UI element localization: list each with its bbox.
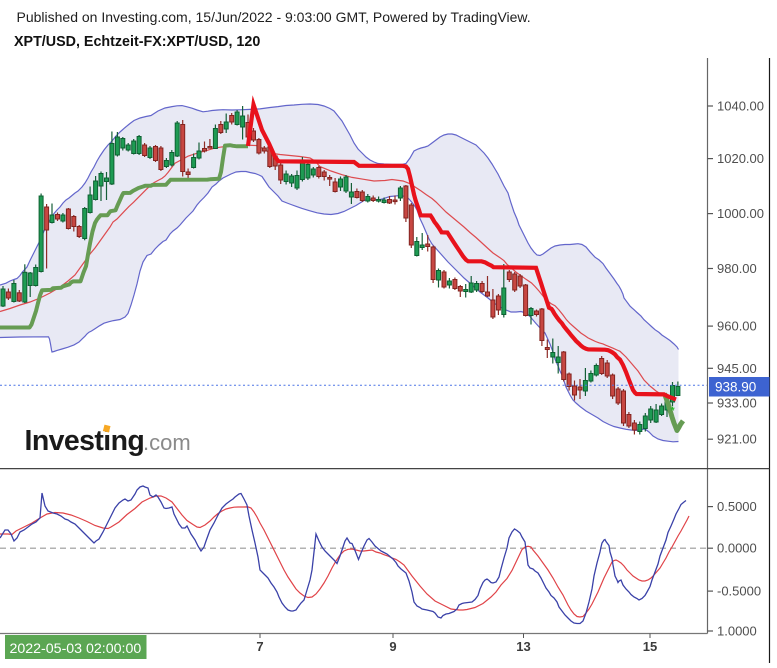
- svg-text:945.00: 945.00: [717, 361, 757, 376]
- svg-text:-0.5000: -0.5000: [717, 584, 761, 599]
- svg-text:7: 7: [256, 639, 263, 654]
- svg-text:1.0000: 1.0000: [717, 624, 757, 639]
- svg-text:960.00: 960.00: [717, 319, 757, 334]
- svg-text:1040.00: 1040.00: [717, 99, 764, 114]
- svg-text:Published on Investing.com, 15: Published on Investing.com, 15/Jun/2022 …: [17, 9, 531, 25]
- svg-text:0.0000: 0.0000: [717, 541, 757, 556]
- svg-text:1000.00: 1000.00: [717, 206, 764, 221]
- svg-text:1020.00: 1020.00: [717, 151, 764, 166]
- svg-text:15: 15: [643, 639, 657, 654]
- svg-text:938.90: 938.90: [715, 380, 756, 395]
- svg-text:13: 13: [516, 639, 530, 654]
- svg-text:2022-05-03 02:00:00: 2022-05-03 02:00:00: [10, 641, 142, 657]
- svg-text:9: 9: [389, 639, 396, 654]
- svg-text:XPT/USD, Echtzeit-FX:XPT/USD,: XPT/USD, Echtzeit-FX:XPT/USD, 120: [14, 34, 260, 50]
- svg-text:*: *: [670, 405, 675, 417]
- svg-text:921.00: 921.00: [717, 432, 757, 447]
- svg-text:Investing: Investing: [25, 425, 145, 457]
- svg-text:933.00: 933.00: [717, 396, 757, 411]
- svg-text:980.00: 980.00: [717, 261, 757, 276]
- svg-text:0.5000: 0.5000: [717, 499, 757, 514]
- svg-text:.com: .com: [143, 430, 191, 455]
